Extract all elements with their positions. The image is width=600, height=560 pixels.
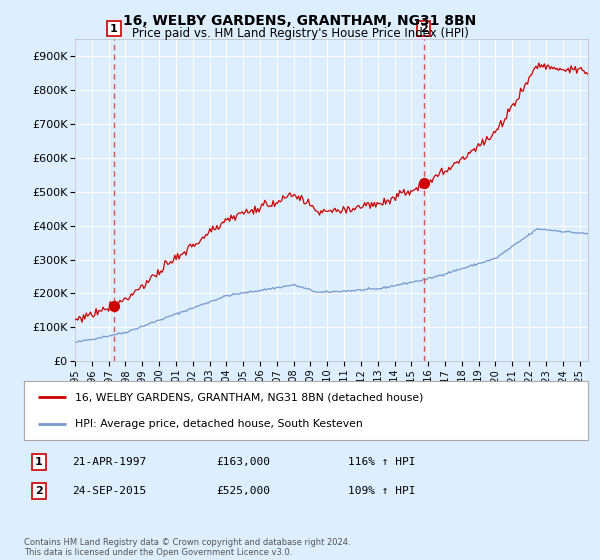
Text: 24-SEP-2015: 24-SEP-2015 — [72, 486, 146, 496]
Text: 21-APR-1997: 21-APR-1997 — [72, 457, 146, 467]
Point — [419, 179, 428, 188]
Text: 109% ↑ HPI: 109% ↑ HPI — [348, 486, 415, 496]
Text: Contains HM Land Registry data © Crown copyright and database right 2024.
This d: Contains HM Land Registry data © Crown c… — [24, 538, 350, 557]
Text: HPI: Average price, detached house, South Kesteven: HPI: Average price, detached house, Sout… — [75, 419, 362, 430]
Text: 116% ↑ HPI: 116% ↑ HPI — [348, 457, 415, 467]
Text: 1: 1 — [35, 457, 43, 467]
Text: Price paid vs. HM Land Registry's House Price Index (HPI): Price paid vs. HM Land Registry's House … — [131, 27, 469, 40]
Text: 16, WELBY GARDENS, GRANTHAM, NG31 8BN: 16, WELBY GARDENS, GRANTHAM, NG31 8BN — [124, 14, 476, 28]
Text: £525,000: £525,000 — [216, 486, 270, 496]
Point — [109, 301, 119, 310]
Text: £163,000: £163,000 — [216, 457, 270, 467]
Text: 1: 1 — [110, 24, 118, 34]
Text: 16, WELBY GARDENS, GRANTHAM, NG31 8BN (detached house): 16, WELBY GARDENS, GRANTHAM, NG31 8BN (d… — [75, 392, 423, 402]
Text: 2: 2 — [420, 24, 428, 34]
Text: 2: 2 — [35, 486, 43, 496]
